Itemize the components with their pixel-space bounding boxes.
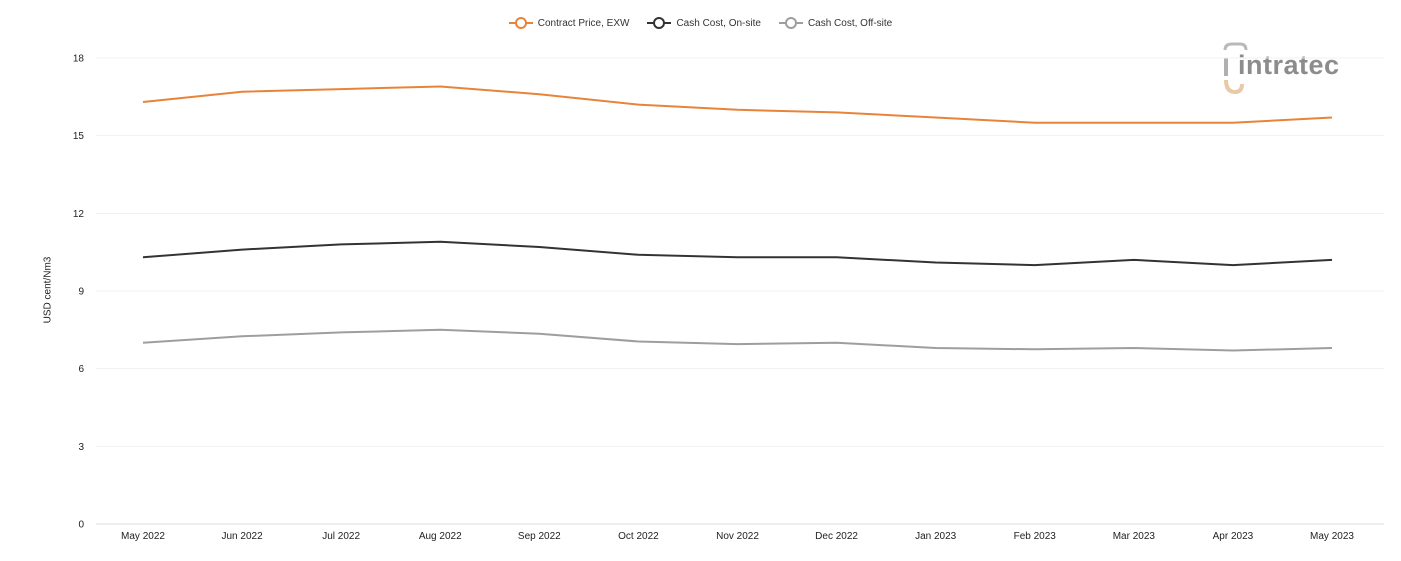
legend-marker-icon [647,16,672,30]
series-line-2 [142,328,1333,352]
x-tick-label: Dec 2022 [815,531,858,542]
x-tick-label: Mar 2023 [1113,531,1156,542]
y-tick-label: 15 [73,131,85,142]
x-tick-label: Aug 2022 [419,531,462,542]
legend-marker-icon [508,16,533,30]
legend-label: Cash Cost, Off-site [807,17,893,29]
legend-item-2[interactable]: Cash Cost, Off-site [778,16,893,30]
y-tick-label: 3 [78,442,84,453]
x-tick-label: Oct 2022 [618,531,659,542]
series-line-0 [142,85,1333,124]
legend-label: Contract Price, EXW [537,17,630,29]
y-tick-label: 18 [73,54,85,65]
legend-item-0[interactable]: Contract Price, EXW [508,16,630,30]
x-tick-label: Apr 2023 [1213,531,1254,542]
chart-legend: Contract Price, EXW Cash Cost, On-site Cas… [0,16,1401,30]
y-tick-label: 0 [78,520,84,531]
x-tick-label: Jan 2023 [915,531,957,542]
y-tick-label: 9 [78,287,84,298]
series-line-1 [142,240,1333,267]
intratec-logo-icon [1223,42,1248,95]
intratec-logo: intratec [1222,42,1372,96]
x-tick-label: Jun 2022 [222,531,264,542]
x-tick-label: May 2023 [1310,531,1354,542]
x-tick-label: Jul 2022 [322,531,360,542]
x-tick-label: Nov 2022 [716,531,759,542]
legend-item-1[interactable]: Cash Cost, On-site [647,16,761,30]
x-tick-label: May 2022 [121,531,165,542]
legend-marker-icon [778,16,803,30]
logo-text: intratec [1238,50,1340,80]
y-tick-label: 12 [73,209,85,220]
x-tick-label: Feb 2023 [1014,531,1057,542]
y-tick-label: 6 [78,364,84,375]
x-tick-label: Sep 2022 [518,531,561,542]
legend-label: Cash Cost, On-site [676,17,761,29]
